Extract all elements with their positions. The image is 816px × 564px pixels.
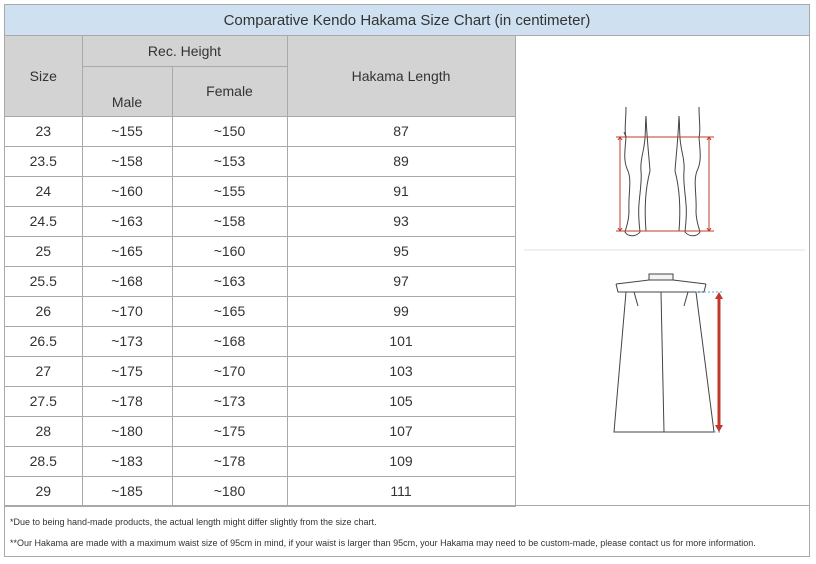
cell-hakama-length: 89	[286, 145, 516, 177]
note-waist: **Our Hakama are made with a maximum wai…	[10, 538, 756, 548]
cell-size: 23	[5, 116, 83, 147]
header-female: Female	[171, 65, 288, 117]
table-row: 29 ~185 ~180 111	[5, 475, 516, 507]
cell-male-height: ~163	[81, 205, 173, 237]
cell-size: 24.5	[5, 205, 83, 237]
cell-hakama-length: 101	[286, 325, 516, 357]
table-row: 26.5 ~173 ~168 101	[5, 325, 516, 357]
cell-male-height: ~185	[81, 475, 173, 507]
cell-hakama-length: 103	[286, 355, 516, 387]
cell-male-height: ~155	[81, 116, 173, 147]
cell-size: 28.5	[5, 445, 83, 477]
cell-hakama-length: 95	[286, 235, 516, 267]
cell-female-height: ~163	[171, 265, 288, 297]
chart-title: Comparative Kendo Hakama Size Chart (in …	[5, 5, 809, 36]
table-row: 27 ~175 ~170 103	[5, 355, 516, 387]
cell-female-height: ~180	[171, 475, 288, 507]
cell-male-height: ~175	[81, 355, 173, 387]
table-row: 28 ~180 ~175 107	[5, 415, 516, 447]
cell-male-height: ~183	[81, 445, 173, 477]
table-row: 25 ~165 ~160 95	[5, 235, 516, 267]
table-row: 23.5 ~158 ~153 89	[5, 145, 516, 177]
cell-hakama-length: 87	[286, 116, 516, 147]
hakama-measurement-icon	[613, 273, 715, 433]
cell-female-height: ~168	[171, 325, 288, 357]
cell-male-height: ~173	[81, 325, 173, 357]
header-size: Size	[5, 36, 83, 117]
cell-size: 24	[5, 175, 83, 207]
cell-female-height: ~170	[171, 355, 288, 387]
cell-male-height: ~178	[81, 385, 173, 417]
cell-female-height: ~160	[171, 235, 288, 267]
cell-male-height: ~170	[81, 295, 173, 327]
cell-size: 29	[5, 475, 83, 507]
header-male: Male	[82, 65, 173, 117]
cell-female-height: ~155	[171, 175, 288, 207]
table-row: 26 ~170 ~165 99	[5, 295, 516, 327]
cell-hakama-length: 99	[286, 295, 516, 327]
cell-hakama-length: 91	[286, 175, 516, 207]
cell-size: 27.5	[5, 385, 83, 417]
cell-female-height: ~175	[171, 415, 288, 447]
hakama-measure-line	[696, 291, 723, 433]
cell-hakama-length: 109	[286, 445, 516, 477]
cell-hakama-length: 105	[286, 385, 516, 417]
table-row: 23 ~155 ~150 87	[5, 116, 516, 147]
cell-hakama-length: 111	[286, 475, 516, 507]
legs-measure-lines	[616, 136, 714, 232]
cell-male-height: ~180	[81, 415, 173, 447]
table-row: 27.5 ~178 ~173 105	[5, 385, 516, 417]
cell-female-height: ~158	[171, 205, 288, 237]
cell-size: 23.5	[5, 145, 83, 177]
cell-size: 26	[5, 295, 83, 327]
table-row: 24.5 ~163 ~158 93	[5, 205, 516, 237]
cell-female-height: ~173	[171, 385, 288, 417]
size-chart: Comparative Kendo Hakama Size Chart (in …	[4, 4, 810, 557]
cell-size: 28	[5, 415, 83, 447]
header-rec-height: Rec. Height	[81, 36, 288, 67]
header-hakama-length: Hakama Length	[286, 36, 516, 117]
note-handmade: *Due to being hand-made products, the ac…	[10, 517, 377, 527]
cell-size: 26.5	[5, 325, 83, 357]
cell-size: 27	[5, 355, 83, 387]
illustration-panel	[516, 36, 809, 505]
cell-size: 25.5	[5, 265, 83, 297]
legs-measurement-icon	[623, 106, 701, 237]
cell-female-height: ~178	[171, 445, 288, 477]
cell-female-height: ~150	[171, 116, 288, 147]
cell-hakama-length: 107	[286, 415, 516, 447]
cell-male-height: ~168	[81, 265, 173, 297]
cell-male-height: ~160	[81, 175, 173, 207]
notes: *Due to being hand-made products, the ac…	[5, 505, 809, 557]
size-table: Size Rec. Height Hakama Length Male Fema…	[5, 36, 516, 507]
table-row: 25.5 ~168 ~163 97	[5, 265, 516, 297]
cell-hakama-length: 93	[286, 205, 516, 237]
cell-male-height: ~165	[81, 235, 173, 267]
table-row: 28.5 ~183 ~178 109	[5, 445, 516, 477]
cell-male-height: ~158	[81, 145, 173, 177]
cell-hakama-length: 97	[286, 265, 516, 297]
table-row: 24 ~160 ~155 91	[5, 175, 516, 207]
cell-female-height: ~165	[171, 295, 288, 327]
cell-female-height: ~153	[171, 145, 288, 177]
cell-size: 25	[5, 235, 83, 267]
